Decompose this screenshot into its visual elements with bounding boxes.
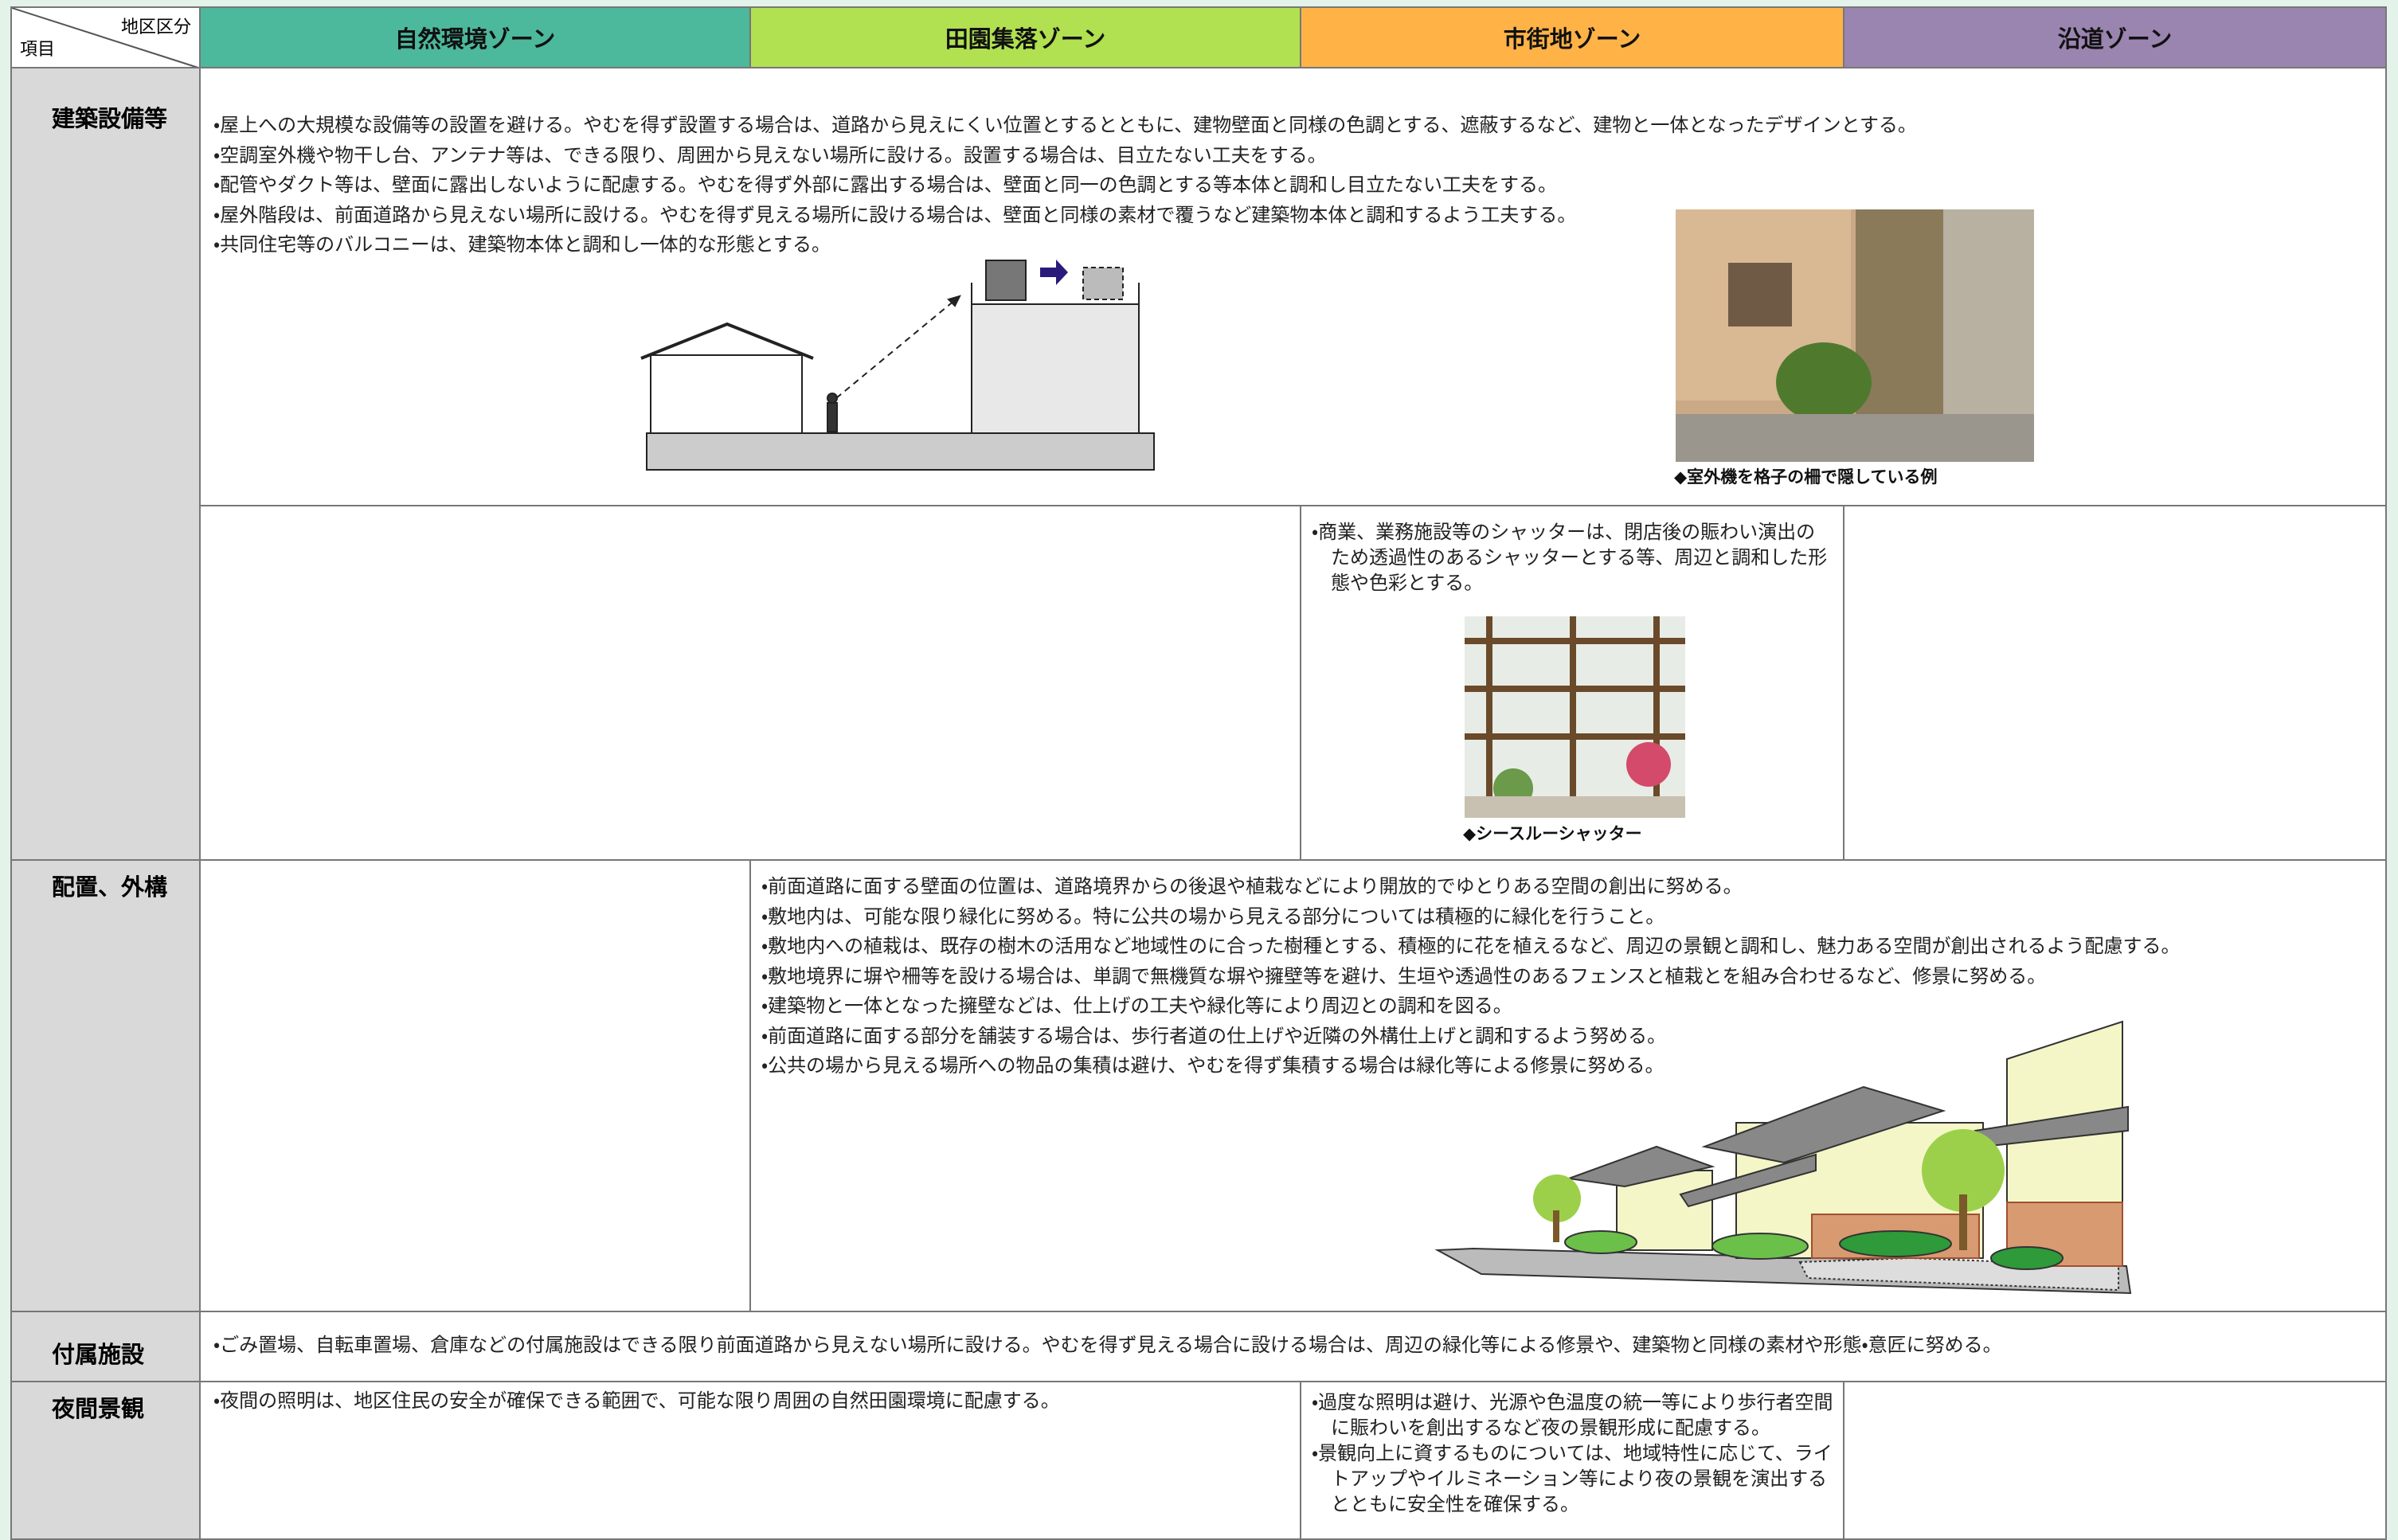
bullet-line: ・敷地内は、可能な限り緑化に努める。特に公共の場から見える部分については積極的に… xyxy=(761,905,1665,928)
bullet-line: ・配管やダクト等は、壁面に露出しないように配慮する。やむを得ず外部に露出する場合… xyxy=(213,174,1557,196)
zone-header: 自然環境ゾーン xyxy=(199,6,751,68)
bullet-line: ・前面道路に面する部分を舗装する場合は、歩行者道の仕上げや近隣の外構仕上げと調和… xyxy=(761,1024,1667,1047)
bullet-line: ・空調室外機や物干し台、アンテナ等は、できる限り、周囲から見えない場所に設ける。… xyxy=(213,143,1327,166)
guideline-text: ・ごみ置場、自転車置場、倉庫などの付属施設はできる限り前面道路から見えない場所に… xyxy=(213,1331,2380,1361)
item-label: 建築設備等 xyxy=(10,67,201,861)
bullet-line: ・建築物と一体となった擁壁などは、仕上げの工夫や緑化等により周辺との調和を図る。 xyxy=(761,995,1512,1017)
bullet-line: ・ごみ置場、自転車置場、倉庫などの付属施設はできる限り前面道路から見えない場所に… xyxy=(213,1334,2002,1356)
guideline-text: ・屋上への大規模な設備等の設置を避ける。やむを得ず設置する場合は、道路から見えに… xyxy=(213,111,2364,260)
content-cell xyxy=(199,859,751,1312)
zone-header: 沿道ゾーン xyxy=(1843,6,2387,68)
item-label: 付属施設 xyxy=(10,1311,201,1382)
item-label: 夜間景観 xyxy=(10,1381,201,1540)
corner-cell: 地区区分 項目 xyxy=(10,6,201,69)
content-cell xyxy=(199,505,1301,861)
content-cell xyxy=(199,1311,2387,1382)
content-cell xyxy=(1843,1381,2387,1540)
bullet-line: ・景観向上に資するものについては、地域特性に応じて、ライトアップやイルミネーショ… xyxy=(1312,1442,1833,1515)
bullet-line: ・夜間の照明は、地区住民の安全が確保できる範囲で、可能な限り周囲の自然田園環境に… xyxy=(213,1390,1060,1412)
guideline-text: ・商業、業務施設等のシャッターは、閉店後の賑わい演出のため透過性のあるシャッター… xyxy=(1312,519,1829,596)
content-cell xyxy=(1300,1381,1844,1540)
bullet-line: ・敷地境界に塀や柵等を設ける場合は、単調で無機質な塀や擁壁等を避け、生垣や透過性… xyxy=(761,964,2047,987)
corner-top: 地区区分 xyxy=(120,18,191,37)
bullet-line: ・屋上への大規模な設備等の設置を避ける。やむを得ず設置する場合は、道路から見えに… xyxy=(213,114,1917,136)
corner-diagonal xyxy=(12,8,201,69)
zone-header: 田園集落ゾーン xyxy=(749,6,1301,68)
guideline-text: ・過度な照明は避け、光源や色温度の統一等により歩行者空間に賑わいを創出するなど夜… xyxy=(1312,1390,1837,1517)
bullet-line: ・商業、業務施設等のシャッターは、閉店後の賑わい演出のため透過性のあるシャッター… xyxy=(1312,521,1828,594)
zone-header: 市街地ゾーン xyxy=(1300,6,1844,68)
photo-caption: ◆室外機を格子の柵で隠している例 xyxy=(1674,467,1938,487)
bullet-line: ・共同住宅等のバルコニーは、建築物本体と調和し一体的な形態とする。 xyxy=(213,233,831,256)
item-label: 配置、外構 xyxy=(10,859,201,1312)
bullet-line: ・前面道路に面する壁面の位置は、道路境界からの後退や植栽などにより開放的でゆとり… xyxy=(761,875,1743,897)
bullet-line: ・公共の場から見える場所への物品の集積は避け、やむを得ず集積する場合は緑化等によ… xyxy=(761,1054,1665,1077)
content-cell xyxy=(1843,505,2387,861)
content-cell xyxy=(199,1381,1301,1540)
guideline-text: ・夜間の照明は、地区住民の安全が確保できる範囲で、可能な限り周囲の自然田園環境に… xyxy=(213,1386,1281,1417)
photo-caption: ◆シースルーシャッター xyxy=(1463,824,1642,843)
corner-bottom: 項目 xyxy=(20,40,56,60)
guideline-text: ・前面道路に面する壁面の位置は、道路境界からの後退や植栽などにより開放的でゆとり… xyxy=(761,872,2370,1081)
bullet-line: ・敷地内への植栽は、既存の樹木の活用など地域性のに合った樹種とする、積極的に花を… xyxy=(761,935,2181,957)
bullet-line: ・屋外階段は、前面道路から見えない場所に設ける。やむを得ず見える場所に設ける場合… xyxy=(213,203,1577,226)
bullet-line: ・過度な照明は避け、光源や色温度の統一等により歩行者空間に賑わいを創出するなど夜… xyxy=(1312,1391,1833,1439)
